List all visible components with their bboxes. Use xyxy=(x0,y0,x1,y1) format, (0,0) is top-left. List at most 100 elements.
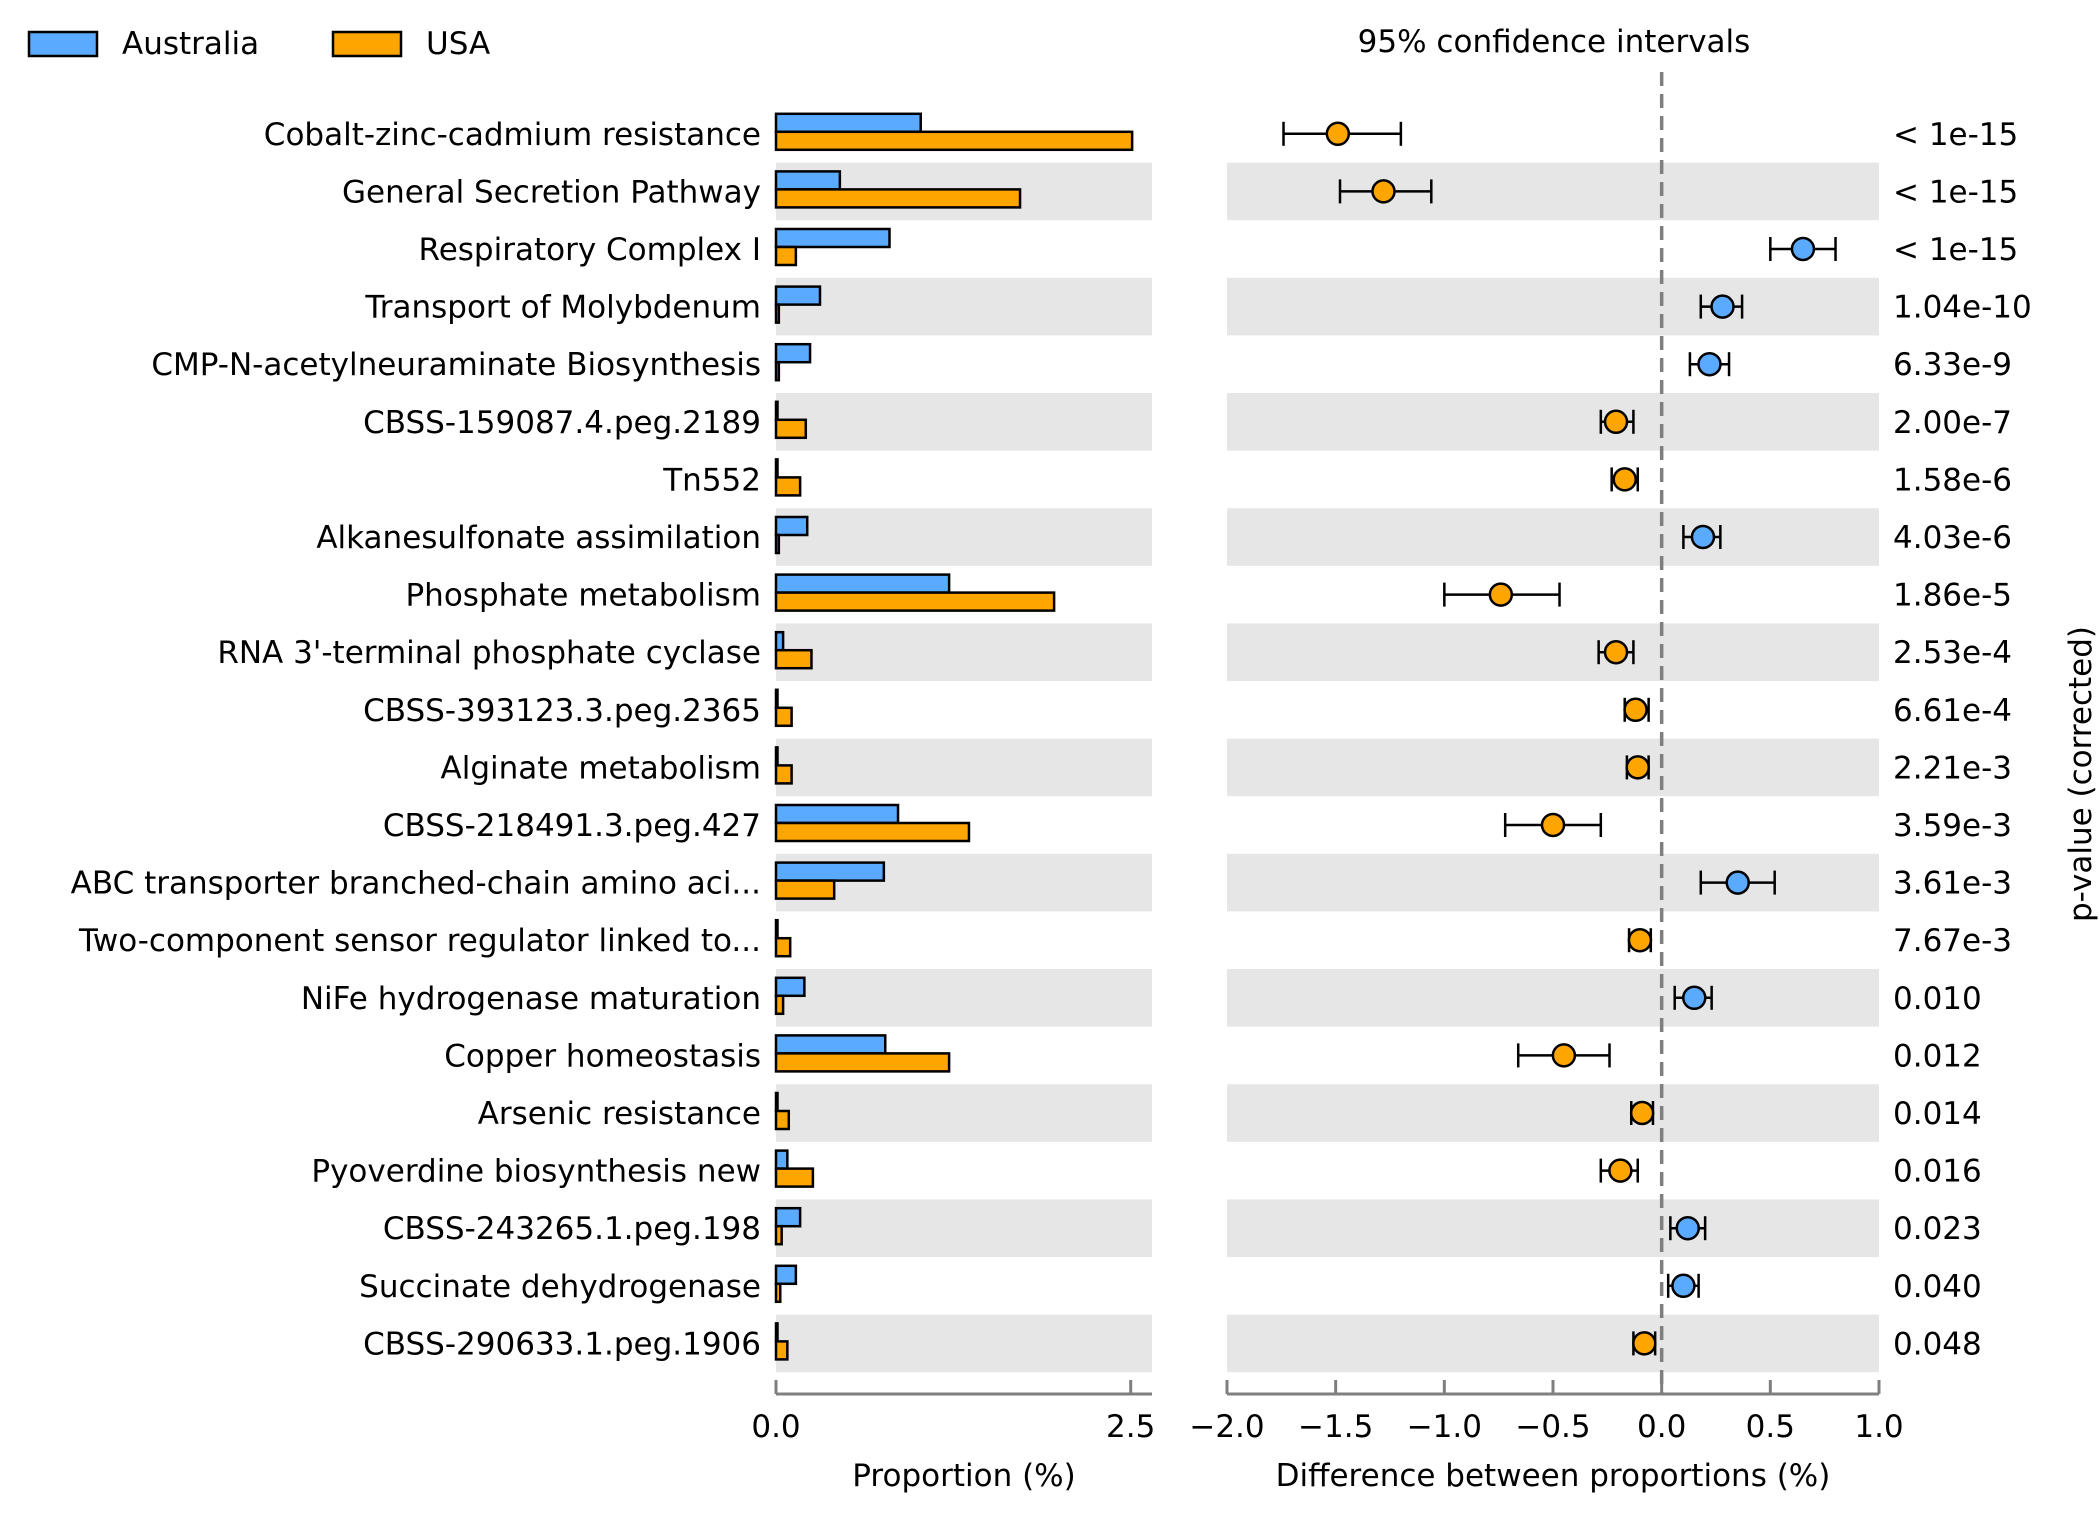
difference-point xyxy=(1608,1158,1633,1183)
stripe-left xyxy=(776,738,1152,797)
bar-australia xyxy=(774,515,809,537)
bar-usa xyxy=(774,1167,815,1188)
stripe-right xyxy=(1227,969,1879,1027)
bar-usa xyxy=(774,706,793,728)
bar-australia xyxy=(774,803,900,825)
difference-tick-label: 0.5 xyxy=(1746,1409,1795,1445)
category-label: CBSS-393123.3.peg.2365 xyxy=(363,693,761,729)
category-label: CMP-N-acetylneuraminate Biosynthesis xyxy=(151,347,761,383)
bar-australia xyxy=(774,1264,798,1286)
bar-usa xyxy=(774,1224,783,1246)
p-value-label: 0.040 xyxy=(1893,1269,1982,1305)
difference-tick-label: −0.5 xyxy=(1515,1409,1590,1445)
category-label: Pyoverdine biosynthesis new xyxy=(311,1154,761,1190)
difference-point xyxy=(1371,179,1396,204)
p-value-label: 6.33e-9 xyxy=(1893,347,2012,383)
p-value-label: 6.61e-4 xyxy=(1893,693,2012,729)
ci-panel-title: 95% confidence intervals xyxy=(1358,24,1751,60)
stripe-left xyxy=(776,393,1152,451)
bar-usa xyxy=(774,591,1056,612)
difference-point xyxy=(1551,1043,1577,1068)
p-value-label: 1.86e-5 xyxy=(1893,578,2012,614)
bar-australia xyxy=(774,1206,802,1228)
bar-australia xyxy=(774,227,891,249)
category-label: General Secretion Pathway xyxy=(342,174,761,210)
category-label: Arsenic resistance xyxy=(478,1096,761,1132)
category-label: Respiratory Complex I xyxy=(419,232,761,268)
bar-usa xyxy=(774,418,808,440)
stripe-left xyxy=(776,1199,1152,1257)
bar-usa xyxy=(774,1340,789,1361)
category-label: Phosphate metabolism xyxy=(405,578,761,614)
legend-label-australia: Australia xyxy=(122,26,259,62)
bar-usa xyxy=(774,879,836,900)
difference-point xyxy=(1603,409,1629,435)
proportion-bars xyxy=(774,112,1134,1361)
bar-australia xyxy=(774,170,842,191)
stripe-right xyxy=(1227,1314,1879,1373)
difference-point xyxy=(1488,582,1514,607)
bar-australia xyxy=(774,746,779,767)
bar-australia xyxy=(774,1091,779,1113)
bar-usa xyxy=(774,245,798,267)
proportion-axis: 0.0 2.5 xyxy=(751,1380,1155,1445)
bar-usa xyxy=(774,1282,782,1304)
p-value-label: 2.53e-4 xyxy=(1893,635,2012,671)
difference-point xyxy=(1725,870,1750,895)
bar-usa xyxy=(774,303,781,324)
proportion-tick-label: 2.5 xyxy=(1106,1409,1155,1445)
difference-tick-label: −1.5 xyxy=(1298,1409,1373,1445)
stripe-left xyxy=(776,277,1152,336)
stripe-right xyxy=(1227,738,1879,797)
p-value-label: 3.61e-3 xyxy=(1893,866,2012,902)
bar-usa xyxy=(774,994,785,1016)
bar-usa xyxy=(774,821,971,843)
proportion-axis-label: Proportion (%) xyxy=(852,1458,1075,1494)
difference-tick-label: 1.0 xyxy=(1854,1409,1903,1445)
difference-point xyxy=(1325,121,1351,147)
difference-point xyxy=(1540,812,1566,838)
category-labels: Cobalt-zinc-cadmium resistance General Se… xyxy=(71,117,761,1363)
category-label: CBSS-243265.1.peg.198 xyxy=(383,1211,761,1247)
category-label: CBSS-218491.3.peg.427 xyxy=(383,808,761,844)
category-label: Transport of Molybdenum xyxy=(364,290,761,326)
difference-point xyxy=(1675,1215,1700,1241)
stripe-right xyxy=(1227,393,1879,451)
bar-australia xyxy=(774,976,806,998)
difference-tick-label: −2.0 xyxy=(1189,1409,1264,1445)
proportion-tick-label: 0.0 xyxy=(751,1409,800,1445)
p-value-label: 1.04e-10 xyxy=(1893,290,2032,326)
difference-point xyxy=(1627,927,1653,953)
bar-usa xyxy=(774,648,813,670)
p-value-label: 2.21e-3 xyxy=(1893,750,2012,786)
stripe-right xyxy=(1227,1199,1879,1257)
category-label: CBSS-159087.4.peg.2189 xyxy=(363,405,761,441)
category-label: Succinate dehydrogenase xyxy=(359,1269,761,1305)
stripe-right xyxy=(1227,162,1879,221)
bar-australia xyxy=(774,342,812,364)
difference-points xyxy=(1282,121,1837,1356)
p-value-label: < 1e-15 xyxy=(1893,117,2018,153)
bar-australia xyxy=(774,400,779,422)
bar-usa xyxy=(774,936,792,958)
p-value-label: 7.67e-3 xyxy=(1893,923,2012,959)
difference-point xyxy=(1697,351,1722,377)
stripe-left xyxy=(776,508,1152,566)
difference-point xyxy=(1632,1331,1657,1356)
legend-label-usa: USA xyxy=(426,26,490,62)
difference-point xyxy=(1682,985,1707,1011)
difference-point xyxy=(1623,697,1648,723)
bar-australia xyxy=(774,918,779,940)
bar-australia xyxy=(774,630,785,652)
bar-usa xyxy=(774,533,781,555)
stripe-right xyxy=(1227,277,1879,336)
legend-swatch-usa xyxy=(331,30,403,58)
stripe-left xyxy=(776,969,1152,1027)
p-value-label: < 1e-15 xyxy=(1893,232,2018,268)
legend: Australia USA xyxy=(27,26,490,62)
p-value-label: 4.03e-6 xyxy=(1893,520,2012,556)
difference-point xyxy=(1612,467,1637,492)
bar-australia xyxy=(774,688,779,710)
bar-australia xyxy=(774,1034,887,1055)
